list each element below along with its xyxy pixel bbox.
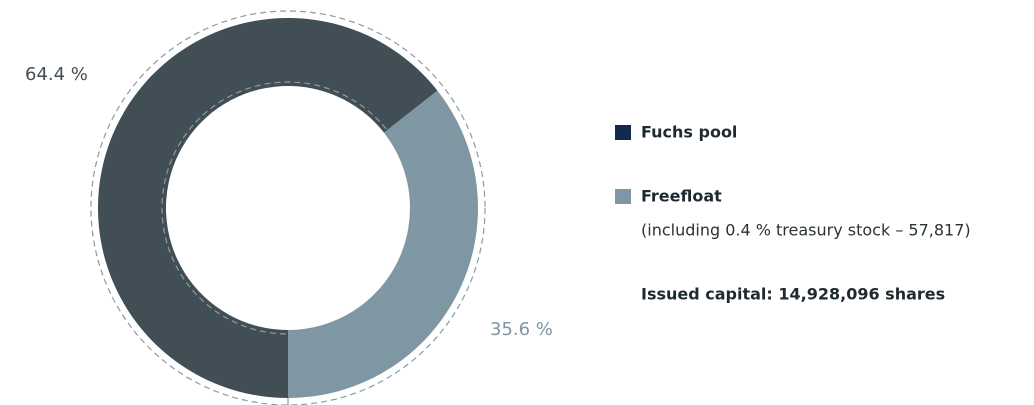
issued-capital: Issued capital: 14,928,096 shares bbox=[641, 285, 945, 304]
value-label: 64.4 % bbox=[25, 64, 88, 85]
outer-dashed-ring bbox=[90, 10, 486, 405]
legend-swatch bbox=[615, 125, 631, 140]
value-label: 35.6 % bbox=[490, 319, 553, 340]
legend-swatch bbox=[615, 189, 631, 204]
legend-label: Fuchs pool bbox=[641, 123, 737, 142]
donut-segment bbox=[288, 90, 478, 398]
donut-segment bbox=[98, 17, 438, 399]
inner-dashed-ring bbox=[161, 81, 415, 335]
freefloat-note: (including 0.4 % treasury stock – 57,817… bbox=[641, 221, 971, 240]
legend-label: Freefloat bbox=[641, 187, 722, 206]
